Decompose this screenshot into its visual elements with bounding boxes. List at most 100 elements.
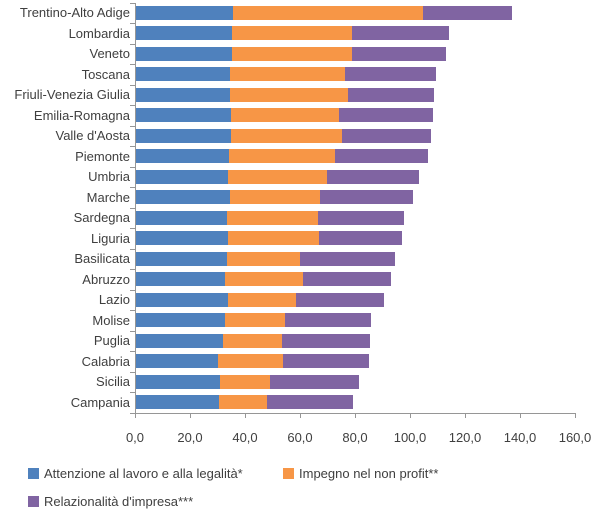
y-axis-label: Emilia-Romagna <box>33 107 130 123</box>
bar-segment-purple <box>296 292 385 307</box>
y-axis-tick <box>130 330 135 332</box>
y-axis-label: Valle d'Aosta <box>55 128 130 143</box>
bar-segment-orange <box>229 190 321 205</box>
bar-segment-blue <box>136 149 229 164</box>
y-axis-label: Molise <box>92 312 130 328</box>
y-axis-label: Sicilia <box>96 374 130 389</box>
bar-segment-purple <box>318 210 405 225</box>
x-axis-tick-label: 40,0 <box>232 430 258 445</box>
y-axis-label: Trentino-Alto Adige <box>19 5 130 20</box>
legend-swatch <box>283 468 294 479</box>
bar-segment-purple <box>283 354 369 369</box>
bar-segment-blue <box>136 333 224 348</box>
bar-segment-blue <box>136 26 232 41</box>
bar-segment-purple <box>334 149 428 164</box>
x-axis-tick <box>245 413 246 418</box>
x-axis-tick <box>410 413 411 418</box>
x-axis-tick <box>190 413 191 418</box>
bar-segment-blue <box>136 128 231 143</box>
legend-label: Impegno nel non profit** <box>299 466 439 481</box>
bar-segment-orange <box>230 67 345 82</box>
bar-segment-purple <box>320 190 413 205</box>
x-axis-tick-label: 160,0 <box>558 430 592 445</box>
x-axis-tick <box>300 413 301 418</box>
y-axis-label: Lombardia <box>68 25 130 41</box>
y-axis-tick <box>130 351 135 352</box>
x-axis-tick-label: 0,0 <box>125 430 145 445</box>
bar-segment-orange <box>219 395 267 410</box>
bar-segment-blue <box>136 87 231 102</box>
bar-segment-blue <box>136 374 220 389</box>
y-axis-tick <box>130 43 135 45</box>
y-axis-label: Marche <box>86 189 130 205</box>
bar-segment-blue <box>136 354 218 369</box>
y-axis-label: Veneto <box>89 46 131 61</box>
y-axis-tick <box>130 64 135 65</box>
bar-segment-blue <box>136 190 230 205</box>
bar-segment-orange <box>231 26 353 41</box>
bar-segment-blue <box>136 251 227 266</box>
bar-segment-blue <box>136 313 225 328</box>
y-axis-tick <box>130 166 135 168</box>
y-axis-tick <box>130 2 135 4</box>
x-axis-tick-label: 60,0 <box>287 430 313 445</box>
bar-segment-blue <box>136 46 232 61</box>
bar-segment-blue <box>136 231 228 246</box>
y-axis-label: Lazio <box>98 292 130 307</box>
bar-segment-purple <box>266 395 353 410</box>
y-axis-label: Umbria <box>88 169 130 184</box>
legend-item: Relazionalità d'impresa*** <box>28 494 193 509</box>
y-axis-tick <box>130 289 135 291</box>
x-axis-tick <box>135 413 136 418</box>
y-axis-label: Friuli-Venezia Giulia <box>14 87 130 102</box>
bar-segment-blue <box>136 272 225 287</box>
x-axis-tick <box>355 413 356 418</box>
legend-label: Attenzione al lavoro e alla legalità* <box>44 466 243 481</box>
y-axis-tick <box>130 23 135 24</box>
bar-segment-orange <box>233 5 423 20</box>
y-axis-tick <box>130 371 135 373</box>
y-axis-tick <box>130 125 135 127</box>
x-axis-tick <box>520 413 521 418</box>
legend-item: Impegno nel non profit** <box>283 466 438 481</box>
bar-segment-purple <box>348 87 435 102</box>
bar-segment-purple <box>318 231 402 246</box>
bar-segment-blue <box>136 395 220 410</box>
x-axis-tick-label: 140,0 <box>503 430 537 445</box>
x-axis-tick-label: 100,0 <box>393 430 427 445</box>
x-axis-tick-label: 120,0 <box>448 430 482 445</box>
bar-segment-orange <box>226 251 301 266</box>
x-axis-tick <box>575 413 576 418</box>
y-axis-tick <box>130 207 135 209</box>
bar-segment-purple <box>326 169 419 184</box>
y-axis-tick <box>130 269 135 270</box>
x-axis-tick <box>465 413 466 418</box>
y-axis-label: Liguria <box>90 230 130 246</box>
y-axis-label: Sardegna <box>73 210 130 225</box>
bar-segment-purple <box>281 333 371 348</box>
bar-segment-orange <box>227 292 297 307</box>
y-axis-label: Toscana <box>81 66 130 82</box>
bar-segment-blue <box>136 5 234 20</box>
bar-segment-purple <box>351 46 447 61</box>
y-axis-label: Basilicata <box>74 251 130 266</box>
bar-segment-orange <box>224 272 303 287</box>
bar-segment-orange <box>217 354 284 369</box>
bar-segment-orange <box>224 313 286 328</box>
y-axis-tick <box>130 412 135 414</box>
x-axis-tick-label: 20,0 <box>177 430 203 445</box>
y-axis-tick <box>130 187 135 188</box>
bar-segment-blue <box>136 292 228 307</box>
bar-segment-orange <box>219 374 270 389</box>
y-axis-line <box>135 2 136 413</box>
legend-swatch <box>28 496 39 507</box>
y-axis-tick <box>130 248 135 250</box>
bar-segment-purple <box>302 272 391 287</box>
bar-segment-purple <box>341 128 432 143</box>
y-axis-tick <box>130 310 135 311</box>
bar-segment-blue <box>136 210 227 225</box>
bar-segment-orange <box>223 333 282 348</box>
y-axis-label: Piemonte <box>75 148 130 164</box>
y-axis-label: Abruzzo <box>82 271 130 287</box>
